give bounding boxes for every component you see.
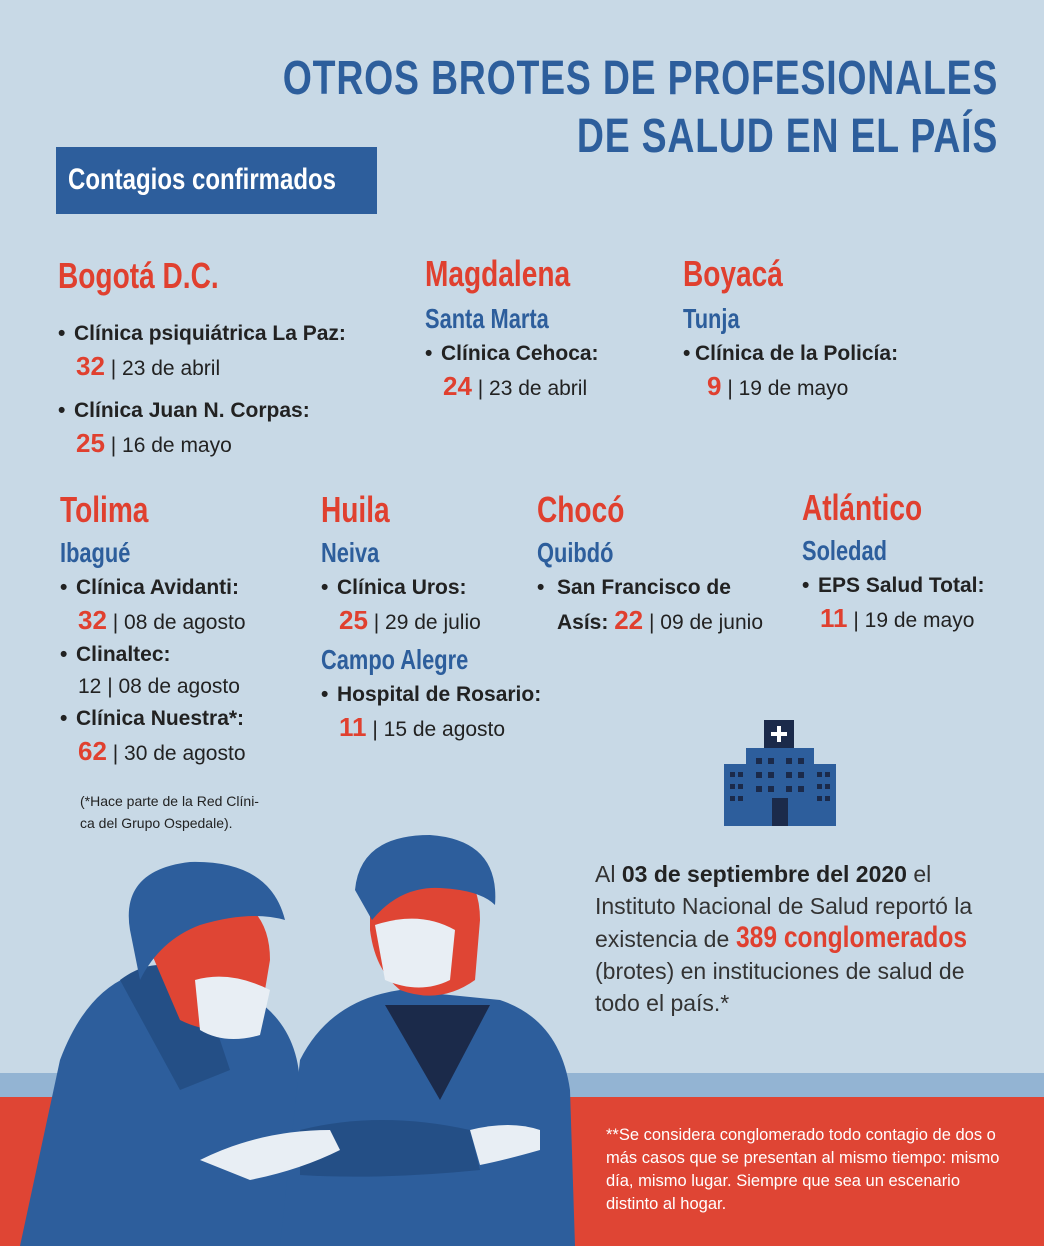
city-title: Campo Alegre: [321, 644, 469, 675]
list-item: • San Francisco de Asís: 22 | 09 de junio: [537, 576, 764, 635]
list-item: • EPS Salud Total: 11 | 19 de mayo: [802, 574, 985, 633]
list-item: • Clínica Uros: 25 | 29 de julio: [321, 576, 481, 635]
dept-title: Atlántico: [802, 487, 923, 528]
health-workers-illustration: [20, 835, 575, 1246]
city-title: Santa Marta: [425, 303, 549, 334]
city-title: Quibdó: [537, 537, 614, 568]
list-item: • Hospital de Rosario: 11 | 15 de agosto: [321, 683, 542, 742]
dept-title: Bogotá D.C.: [58, 255, 219, 296]
section-badge: Contagios confirmados: [56, 147, 377, 214]
region-atlantico: Atlántico Soledad • EPS Salud Total: 11 |…: [802, 488, 984, 637]
summary-text: Al 03 de septiembre del 2020 el Institut…: [595, 861, 973, 1016]
hospital-icon: [724, 720, 836, 826]
list-item: • Clínica psiquiátrica La Paz: 32 | 23 de…: [58, 322, 346, 381]
city-title: Ibagué: [60, 537, 131, 568]
dept-title: Boyacá: [683, 253, 783, 294]
definition-footnote: **Se considera conglomerado todo contagi…: [606, 1126, 1000, 1213]
region-bogota: Bogotá D.C. • Clínica psiquiátrica La Paz…: [58, 256, 346, 462]
list-item: • Clínica Juan N. Corpas: 25 | 16 de mayo: [58, 399, 310, 458]
dept-title: Huila: [321, 489, 390, 530]
list-item: • Clinaltec: 12 | 08 de agosto: [60, 643, 240, 698]
city-title: Neiva: [321, 537, 380, 568]
city-title: Soledad: [802, 535, 887, 566]
city-title: Tunja: [683, 303, 740, 334]
region-tolima: Tolima Ibagué • Clínica Avidanti: 32 | 08…: [60, 490, 246, 770]
list-item: • Clínica Cehoca: 24 | 23 de abril: [425, 342, 599, 401]
dept-title: Tolima: [60, 489, 149, 530]
list-item: • Clínica Nuestra*: 62 | 30 de agosto: [60, 707, 246, 766]
footnote-grupo-ospedale: (*Hace parte de la Red Clíni- ca del Gru…: [80, 793, 259, 831]
page-title: OTROS BROTES DE PROFESIONALES DE SALUD E…: [282, 52, 998, 163]
region-boyaca: Boyacá Tunja • Clínica de la Policía: 9 |…: [683, 254, 898, 405]
list-item: • Clínica Avidanti: 32 | 08 de agosto: [60, 576, 246, 635]
list-item: • Clínica de la Policía: 9 | 19 de mayo: [683, 342, 899, 401]
region-choco: Chocó Quibdó • San Francisco de Asís: 22 …: [537, 490, 763, 639]
region-huila: Huila Neiva • Clínica Uros: 25 | 29 de ju…: [321, 490, 541, 746]
region-magdalena: Magdalena Santa Marta • Clínica Cehoca: 2…: [425, 254, 611, 405]
dept-title: Magdalena: [425, 253, 571, 294]
dept-title: Chocó: [537, 489, 625, 530]
